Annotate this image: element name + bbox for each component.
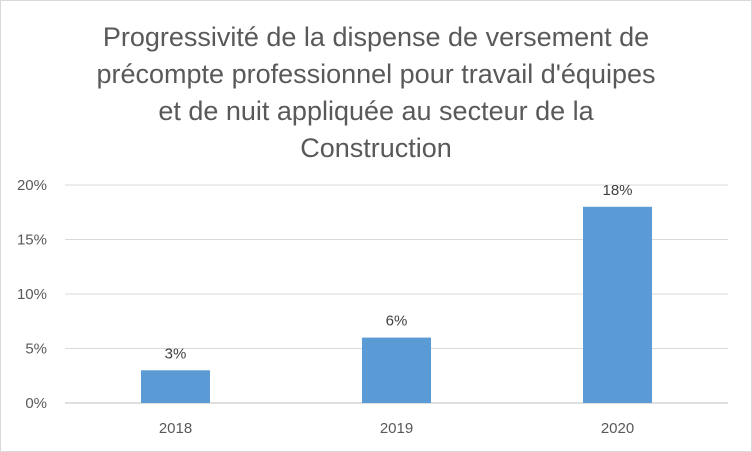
bar: [583, 206, 652, 403]
y-tick-label: 15%: [17, 232, 47, 249]
bar: [362, 337, 431, 403]
chart-title-line-2: précompte professionnel pour travail d'é…: [96, 59, 656, 89]
chart-title-line-4: Construction: [300, 133, 452, 163]
data-label: 18%: [602, 182, 632, 199]
y-tick-label: 20%: [17, 177, 47, 194]
y-tick-label: 0%: [25, 395, 47, 412]
x-tick-label: 2020: [601, 420, 634, 437]
data-label: 6%: [386, 313, 408, 330]
chart-title-line-1: Progressivité de la dispense de versemen…: [102, 22, 650, 52]
x-tick-label: 2018: [159, 420, 192, 437]
bar: [141, 370, 210, 403]
x-tick-label: 2019: [380, 420, 413, 437]
chart-title: Progressivité de la dispense de versemen…: [61, 19, 691, 167]
data-label: 3%: [165, 345, 187, 362]
y-tick-label: 5%: [25, 341, 47, 358]
y-tick-label: 10%: [17, 286, 47, 303]
chart-title-line-3: et de nuit appliquée au secteur de la: [158, 96, 594, 126]
